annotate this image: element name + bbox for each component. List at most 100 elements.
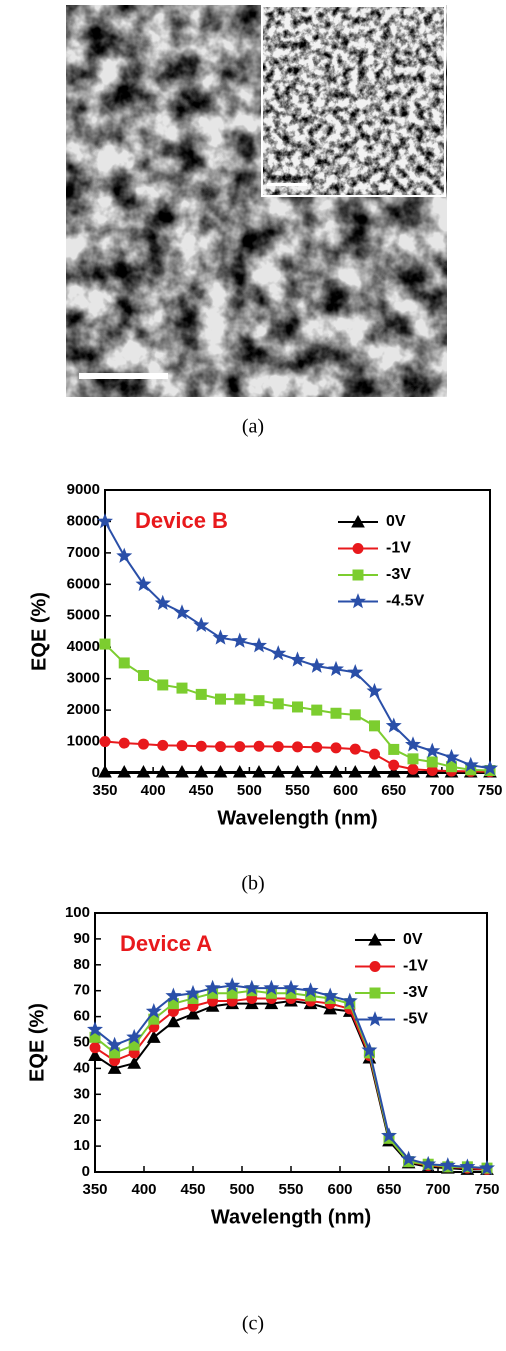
marker bbox=[135, 575, 152, 592]
caption: (a) bbox=[242, 416, 264, 438]
y-tick-label: 1000 bbox=[67, 733, 100, 750]
y-tick-label: 6000 bbox=[67, 575, 100, 592]
y-tick-label: 70 bbox=[73, 982, 90, 999]
marker bbox=[302, 982, 319, 998]
marker bbox=[157, 679, 169, 691]
marker bbox=[361, 1041, 378, 1058]
marker bbox=[88, 1048, 102, 1061]
marker bbox=[193, 616, 210, 632]
x-tick-label: 450 bbox=[180, 1181, 205, 1198]
x-axis-title: Wavelength (nm) bbox=[217, 807, 377, 829]
marker bbox=[482, 759, 498, 776]
legend-marker bbox=[350, 593, 366, 609]
marker bbox=[118, 737, 130, 749]
y-tick-label: 40 bbox=[73, 1059, 90, 1076]
caption: (c) bbox=[242, 1313, 264, 1335]
marker bbox=[195, 740, 207, 752]
y-tick-label: 5000 bbox=[67, 607, 100, 624]
marker bbox=[426, 756, 438, 768]
annotation: Device B bbox=[135, 508, 228, 533]
x-tick-label: 550 bbox=[278, 1181, 303, 1198]
x-tick-label: 500 bbox=[237, 782, 262, 799]
marker bbox=[381, 1127, 397, 1143]
marker bbox=[146, 1030, 161, 1043]
x-tick-label: 550 bbox=[285, 782, 310, 799]
marker bbox=[290, 765, 305, 778]
marker bbox=[195, 688, 207, 700]
y-tick-label: 100 bbox=[65, 904, 90, 921]
marker bbox=[439, 1157, 456, 1173]
y-tick-label: 0 bbox=[82, 1163, 90, 1180]
marker bbox=[166, 1014, 181, 1028]
marker bbox=[292, 741, 303, 753]
marker bbox=[127, 1056, 142, 1069]
legend-label: -1V bbox=[386, 540, 411, 557]
marker bbox=[341, 992, 358, 1008]
x-axis-title: Wavelength (nm) bbox=[211, 1206, 371, 1228]
marker bbox=[420, 1155, 437, 1172]
marker bbox=[388, 759, 400, 771]
annotation: Device A bbox=[120, 931, 212, 956]
marker bbox=[347, 663, 364, 680]
y-axis-title: EQE (%) bbox=[26, 1003, 48, 1082]
marker bbox=[385, 717, 402, 733]
marker bbox=[292, 701, 303, 713]
y-tick-label: 9000 bbox=[67, 481, 100, 498]
marker bbox=[366, 682, 383, 699]
y-axis-title: EQE (%) bbox=[28, 592, 50, 671]
micrograph bbox=[66, 5, 447, 397]
marker bbox=[311, 704, 323, 716]
scale-bar bbox=[79, 373, 168, 379]
x-tick-label: 500 bbox=[229, 1181, 254, 1198]
marker bbox=[215, 741, 226, 753]
y-tick-label: 50 bbox=[73, 1033, 90, 1050]
marker bbox=[289, 651, 306, 667]
marker bbox=[330, 707, 342, 719]
x-tick-label: 600 bbox=[327, 1181, 352, 1198]
marker bbox=[215, 693, 226, 705]
marker bbox=[424, 742, 441, 758]
marker bbox=[107, 1061, 122, 1074]
marker bbox=[328, 660, 344, 677]
marker bbox=[309, 765, 324, 778]
marker bbox=[322, 987, 339, 1003]
y-tick-label: 2000 bbox=[67, 701, 100, 718]
marker bbox=[212, 629, 229, 645]
marker bbox=[204, 979, 221, 995]
x-tick-label: 350 bbox=[82, 1181, 107, 1198]
y-tick-label: 60 bbox=[73, 1008, 90, 1025]
marker bbox=[253, 695, 265, 707]
x-tick-label: 750 bbox=[474, 1181, 499, 1198]
x-tick-label: 400 bbox=[131, 1181, 156, 1198]
y-tick-label: 0 bbox=[92, 764, 100, 781]
legend-label: 0V bbox=[403, 931, 423, 948]
marker bbox=[349, 743, 361, 755]
series-line bbox=[104, 520, 491, 770]
marker bbox=[186, 1006, 200, 1020]
marker bbox=[165, 987, 182, 1003]
marker bbox=[175, 765, 189, 778]
x-tick-label: 650 bbox=[376, 1181, 401, 1198]
marker bbox=[407, 753, 419, 765]
legend-label: -1V bbox=[403, 958, 428, 975]
marker bbox=[272, 741, 284, 753]
inset-scale-bar bbox=[267, 183, 307, 186]
marker bbox=[213, 765, 228, 778]
x-tick-label: 600 bbox=[333, 782, 358, 799]
marker bbox=[232, 765, 247, 778]
marker bbox=[283, 979, 299, 995]
x-tick-label: 400 bbox=[141, 782, 166, 799]
marker bbox=[174, 604, 190, 620]
marker bbox=[97, 513, 113, 529]
marker bbox=[117, 765, 132, 778]
x-tick-label: 350 bbox=[92, 782, 117, 799]
marker bbox=[234, 741, 246, 753]
marker bbox=[87, 1021, 103, 1037]
marker bbox=[405, 736, 421, 752]
marker bbox=[308, 657, 325, 673]
marker bbox=[348, 765, 363, 778]
x-tick-label: 700 bbox=[425, 1181, 450, 1198]
marker bbox=[118, 657, 130, 669]
legend-label: -4.5V bbox=[386, 593, 425, 610]
